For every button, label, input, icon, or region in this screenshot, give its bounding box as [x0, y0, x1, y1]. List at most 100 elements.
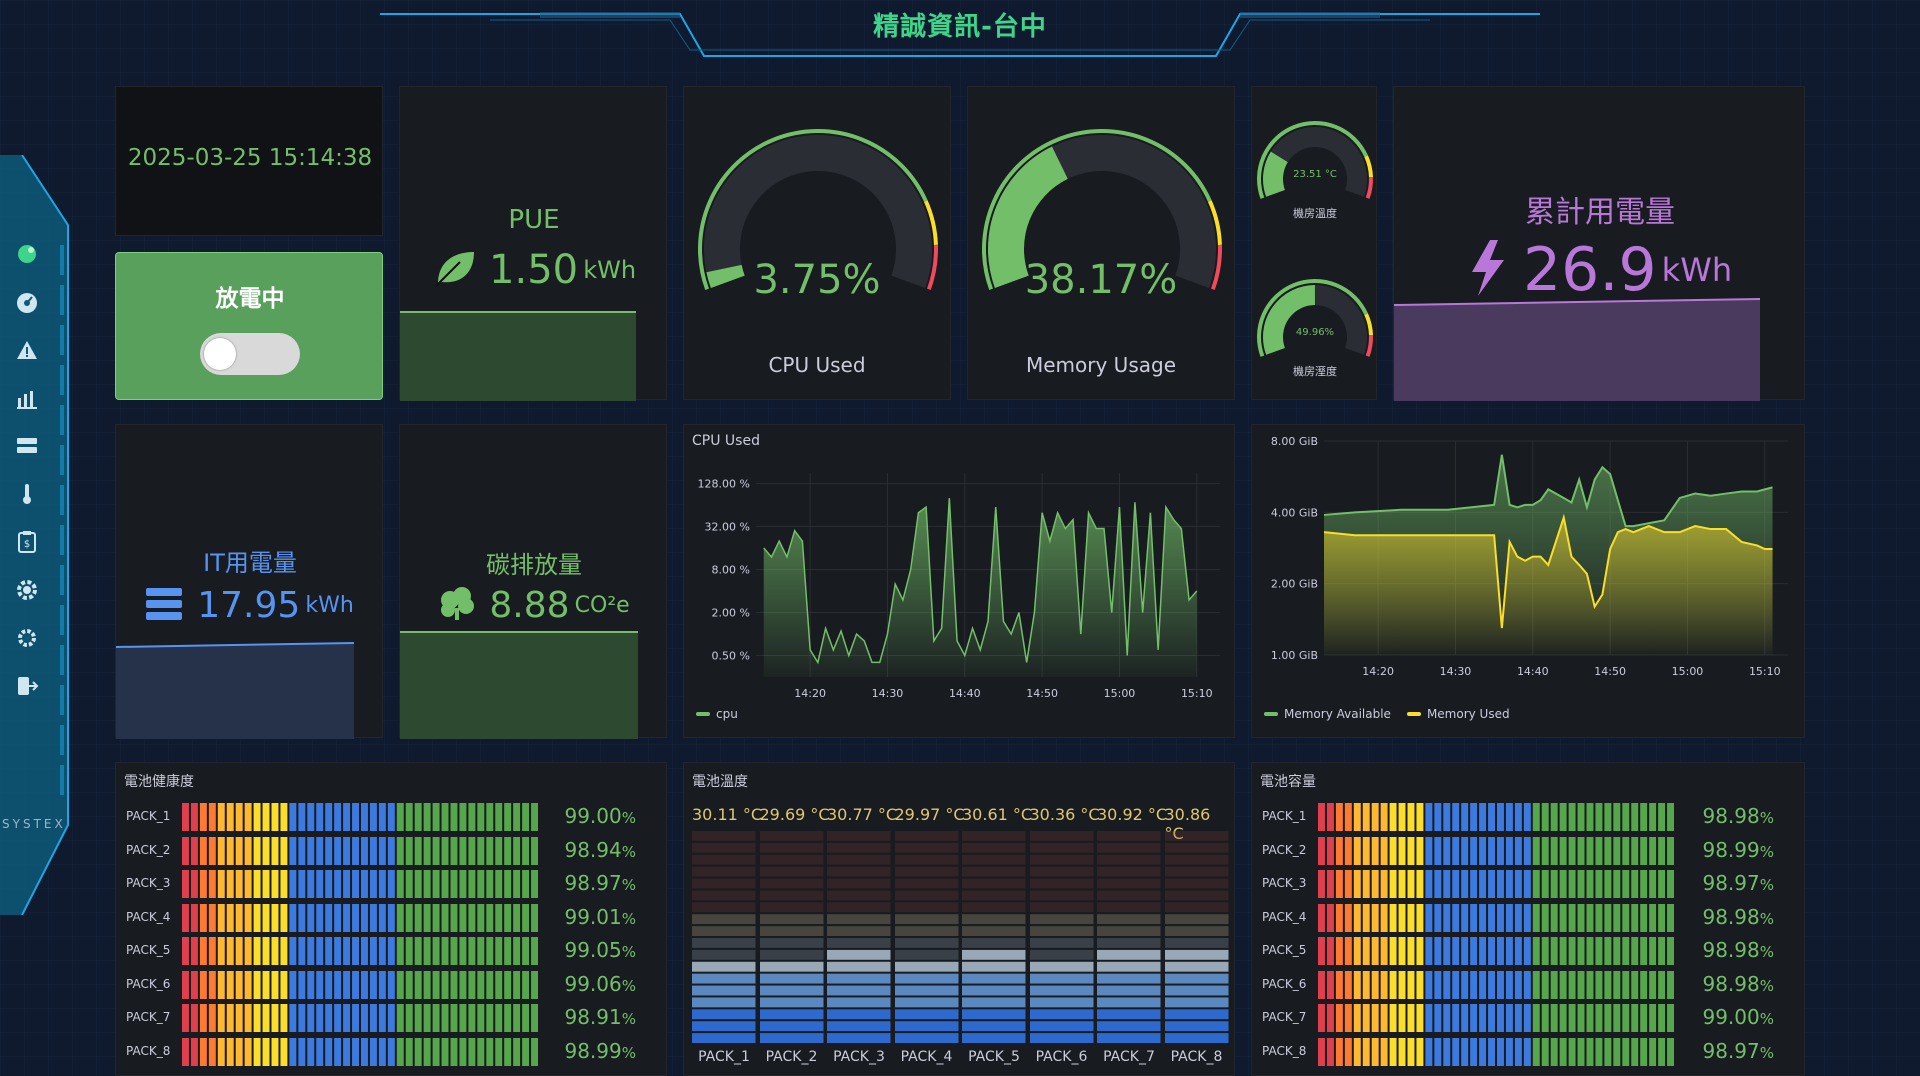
humidity-gauge-threshold-1 [1364, 313, 1373, 336]
it-power-panel: IT用電量 17.95 kWh [115, 424, 383, 739]
capacity-bar-segment [1586, 1004, 1594, 1032]
systex-logo: SYSTEX [2, 817, 66, 831]
health-bar-segment [253, 803, 261, 831]
health-bar-segment [468, 903, 476, 932]
capacity-bar-segment [1461, 970, 1469, 999]
health-bar-segment [369, 870, 377, 898]
legend-label-memory-used[interactable]: Memory Used [1426, 707, 1510, 721]
health-bar-segment [513, 1004, 521, 1032]
capacity-bar-segment [1577, 1037, 1585, 1066]
capacity-pack-value: 98.98% [1684, 938, 1774, 962]
health-bar-segment [468, 1037, 476, 1066]
memory-chart-panel: 8.00 GiB 4.00 GiB 2.00 GiB 1.00 GiB 14:20 14:… [1251, 424, 1805, 738]
health-bar-segment [486, 903, 494, 932]
it-power-label: IT用電量 [203, 549, 297, 577]
health-pack-number: 98.94 [564, 837, 622, 862]
health-bar-segment [217, 803, 225, 831]
billing-clipboard-icon[interactable]: $ [14, 529, 40, 555]
battery-temp-pack-label: PACK_7 [1103, 1049, 1155, 1065]
temp-gauge-threshold-2 [1365, 176, 1373, 199]
capacity-pack-number: 98.98 [1702, 904, 1760, 929]
health-bar-segment [334, 870, 342, 898]
health-bar-segment [361, 1037, 368, 1066]
capacity-bar-segment [1371, 903, 1379, 932]
battery-temp-segment [692, 854, 756, 865]
capacity-bar-segment [1344, 1004, 1352, 1032]
capacity-bar-segment [1380, 937, 1388, 965]
health-bar-segment [441, 870, 449, 898]
health-bar-segment [477, 937, 485, 965]
health-bar-segment [459, 803, 467, 831]
battery-temp-segment [1029, 1033, 1093, 1043]
health-bar-segment [495, 937, 503, 965]
battery-temp-segment [827, 1009, 891, 1020]
thermometer-icon[interactable] [14, 481, 40, 507]
capacity-bar-segment [1586, 1037, 1594, 1066]
health-bar-segment [387, 1004, 395, 1032]
bar-chart-icon[interactable] [14, 385, 40, 411]
battery-temp-segment [962, 831, 1026, 841]
capacity-bar-segment [1488, 970, 1495, 999]
capacity-bar-segment [1532, 1004, 1540, 1032]
gear-icon[interactable] [14, 577, 40, 603]
health-bar-segment [414, 1037, 422, 1066]
health-bar-segment [271, 970, 279, 999]
battery-temp-segment [827, 985, 891, 996]
capacity-bar-gauge [1318, 970, 1674, 999]
health-bar-segment [325, 803, 333, 831]
room-temp-value: 23.51 °C [1293, 169, 1337, 180]
health-bar-segment [414, 870, 422, 898]
health-bar-segment [182, 970, 189, 999]
capacity-bar-segment [1541, 1004, 1549, 1032]
total-power-unit: kWh [1661, 251, 1733, 289]
capacity-bar-segment [1425, 803, 1433, 831]
capacity-bar-segment [1335, 937, 1343, 965]
alert-triangle-icon[interactable] [14, 337, 40, 363]
health-bar-segment [477, 870, 485, 898]
sign-out-icon[interactable] [14, 673, 40, 699]
capacity-bar-segment [1559, 970, 1567, 999]
battery-temp-segment [692, 842, 756, 853]
battery-temp-segment [692, 866, 756, 877]
logo-dot-icon[interactable] [14, 241, 40, 267]
discharge-toggle[interactable] [200, 333, 300, 375]
health-bar-segment [307, 870, 315, 898]
capacity-bar-segment [1631, 870, 1639, 898]
cpu-gauge-threshold-1 [923, 200, 938, 245]
capacity-bar-segment [1604, 803, 1612, 831]
health-bar-gauge [182, 1004, 538, 1032]
capacity-bar-segment [1434, 903, 1442, 932]
capacity-bar-segment [1622, 870, 1630, 898]
health-bar-segment [405, 870, 413, 898]
legend-label-cpu[interactable]: cpu [716, 707, 738, 721]
battery-temp-segment [1029, 914, 1093, 925]
health-bar-segment [190, 803, 198, 831]
health-bar-segment [262, 970, 270, 999]
health-bar-segment [522, 937, 530, 965]
legend-swatch-cpu [696, 712, 710, 716]
dashboard-gauge-icon[interactable] [14, 289, 40, 315]
capacity-bar-segment [1658, 870, 1666, 898]
battery-temp-segment [827, 926, 891, 936]
battery-temp-segment [894, 997, 958, 1008]
battery-temp-segment [759, 890, 823, 901]
capacity-bar-segment [1362, 870, 1370, 898]
battery-temp-segment [759, 854, 823, 865]
battery-temp-segment [962, 985, 1026, 996]
legend-label-memory-available[interactable]: Memory Available [1284, 707, 1391, 721]
health-bar-segment [334, 903, 342, 932]
capacity-bar-segment [1595, 1004, 1603, 1032]
capacity-pack-number: 98.97 [1702, 1038, 1760, 1063]
cog-icon[interactable] [14, 625, 40, 651]
capacity-bar-segment [1649, 870, 1657, 898]
header-bar: 精誠資訊-台中 [0, 0, 1920, 60]
server-icon[interactable] [14, 433, 40, 459]
health-bar-segment [396, 870, 404, 898]
battery-temp-segment [759, 1009, 823, 1020]
capacity-bar-segment [1371, 937, 1379, 965]
health-bar-segment [423, 1037, 431, 1066]
health-bar-segment [396, 970, 404, 999]
battery-temp-segment [1164, 1033, 1228, 1043]
battery-temp-segment [1029, 890, 1093, 901]
capacity-bar-segment [1335, 870, 1343, 898]
